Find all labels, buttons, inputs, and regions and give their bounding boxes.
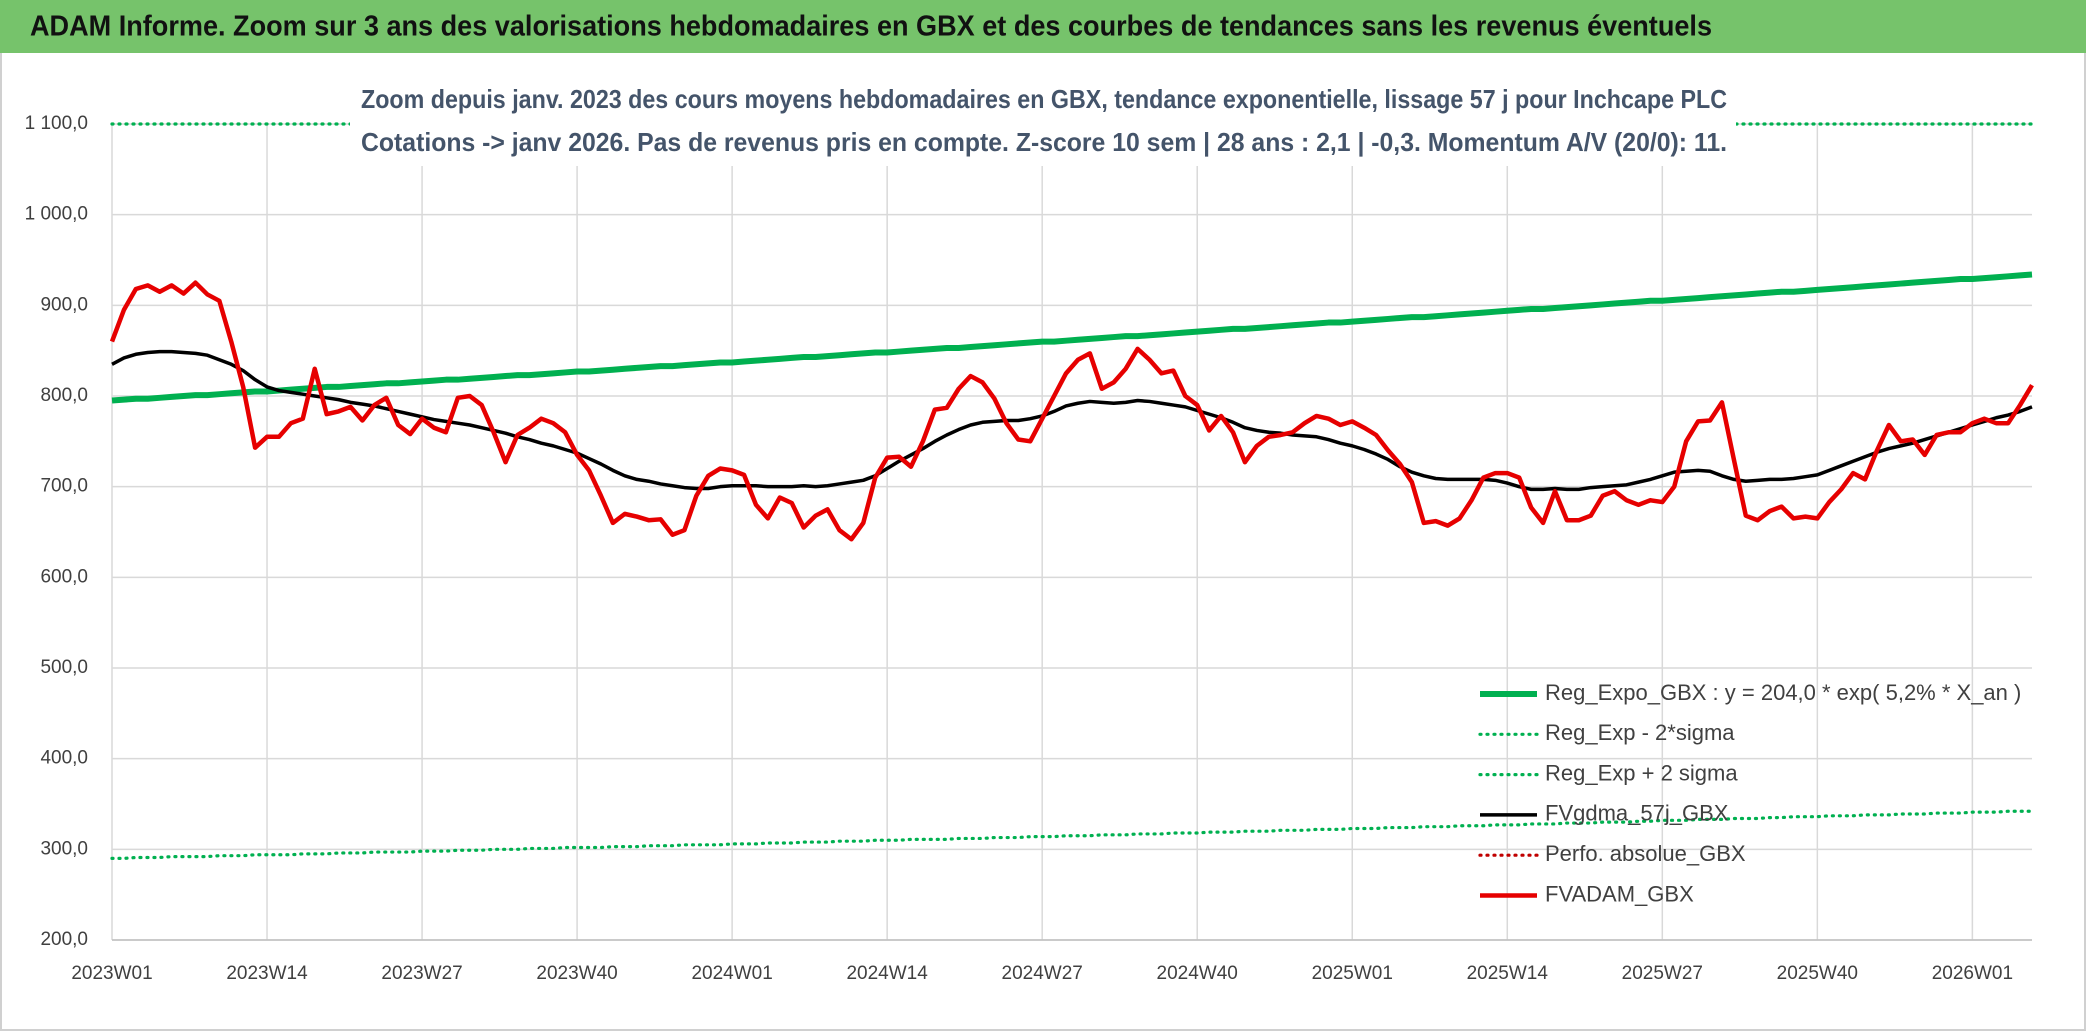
y-tick-label: 300,0	[40, 838, 88, 859]
x-tick-label: 2024W01	[691, 963, 772, 984]
x-tick-label: 2024W40	[1157, 963, 1238, 984]
y-tick-label: 800,0	[40, 385, 88, 406]
chart-subtitle: Cotations -> janv 2026. Pas de revenus p…	[361, 127, 1727, 157]
x-tick-label: 2025W01	[1312, 963, 1393, 984]
y-tick-label: 600,0	[40, 566, 88, 587]
x-tick-label: 2023W27	[381, 963, 462, 984]
chart-subtitle: Zoom depuis janv. 2023 des cours moyens …	[361, 84, 1727, 114]
legend-label: FVADAM_GBX	[1545, 881, 1694, 906]
y-tick-label: 700,0	[40, 476, 88, 497]
legend-label: Reg_Exp - 2*sigma	[1545, 720, 1735, 745]
series-line	[109, 280, 2034, 542]
x-tick-label: 2023W01	[71, 963, 152, 984]
y-tick-label: 400,0	[40, 748, 88, 769]
title-bar	[0, 0, 2086, 53]
y-tick-label: 900,0	[40, 294, 88, 315]
series-line	[111, 349, 2033, 492]
legend-label: Perfo. absolue_GBX	[1545, 841, 1746, 866]
x-tick-label: 2025W27	[1622, 963, 1703, 984]
x-tick-label: 2025W14	[1467, 963, 1549, 984]
x-tick-label: 2023W14	[226, 963, 308, 984]
legend-label: Reg_Exp + 2 sigma	[1545, 760, 1738, 785]
series-line	[111, 271, 2033, 404]
x-tick-label: 2024W27	[1002, 963, 1083, 984]
y-tick-label: 1 000,0	[25, 204, 88, 225]
subtitle-background	[350, 80, 1736, 166]
y-tick-label: 500,0	[40, 657, 88, 678]
y-tick-label: 1 100,0	[25, 113, 88, 134]
x-tick-label: 2025W40	[1777, 963, 1858, 984]
chart-title: ADAM Informe. Zoom sur 3 ans des valoris…	[30, 11, 1712, 43]
y-tick-label: 200,0	[40, 929, 88, 950]
legend-label: Reg_Expo_GBX : y = 204,0 * exp( 5,2% * X…	[1545, 680, 2021, 705]
x-tick-label: 2023W40	[536, 963, 617, 984]
x-tick-label: 2026W01	[1932, 963, 2013, 984]
series-line	[110, 809, 2034, 860]
x-tick-label: 2024W14	[846, 963, 928, 984]
legend-label: FVgdma_57j_GBX	[1545, 801, 1729, 826]
